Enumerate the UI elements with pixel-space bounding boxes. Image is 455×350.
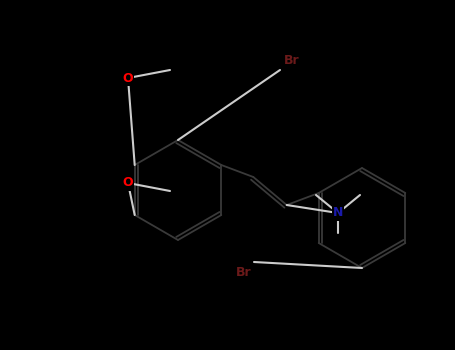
Text: N: N [333, 206, 343, 219]
Text: Br: Br [236, 266, 252, 279]
Text: O: O [123, 176, 133, 189]
Text: Br: Br [284, 54, 300, 66]
Text: O: O [123, 71, 133, 84]
